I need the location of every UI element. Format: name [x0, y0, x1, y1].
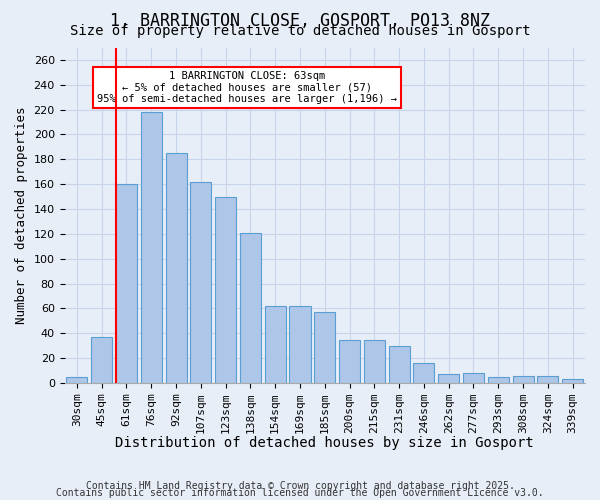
Bar — [91, 337, 112, 383]
Bar — [289, 306, 311, 383]
Bar — [141, 112, 162, 383]
Text: Contains public sector information licensed under the Open Government Licence v3: Contains public sector information licen… — [56, 488, 544, 498]
Bar — [265, 306, 286, 383]
Bar — [438, 374, 459, 383]
X-axis label: Distribution of detached houses by size in Gosport: Distribution of detached houses by size … — [115, 436, 534, 450]
Bar — [116, 184, 137, 383]
Bar — [364, 340, 385, 383]
Bar — [314, 312, 335, 383]
Bar — [562, 380, 583, 383]
Text: 1, BARRINGTON CLOSE, GOSPORT, PO13 8NZ: 1, BARRINGTON CLOSE, GOSPORT, PO13 8NZ — [110, 12, 490, 30]
Bar — [488, 377, 509, 383]
Bar — [389, 346, 410, 383]
Bar — [339, 340, 360, 383]
Bar — [537, 376, 559, 383]
Bar — [413, 363, 434, 383]
Y-axis label: Number of detached properties: Number of detached properties — [15, 106, 28, 324]
Bar — [463, 373, 484, 383]
Bar — [240, 232, 261, 383]
Bar — [190, 182, 211, 383]
Text: 1 BARRINGTON CLOSE: 63sqm
← 5% of detached houses are smaller (57)
95% of semi-d: 1 BARRINGTON CLOSE: 63sqm ← 5% of detach… — [97, 71, 397, 104]
Bar — [67, 377, 88, 383]
Text: Contains HM Land Registry data © Crown copyright and database right 2025.: Contains HM Land Registry data © Crown c… — [86, 481, 514, 491]
Bar — [512, 376, 533, 383]
Text: Size of property relative to detached houses in Gosport: Size of property relative to detached ho… — [70, 24, 530, 38]
Bar — [215, 196, 236, 383]
Bar — [166, 153, 187, 383]
